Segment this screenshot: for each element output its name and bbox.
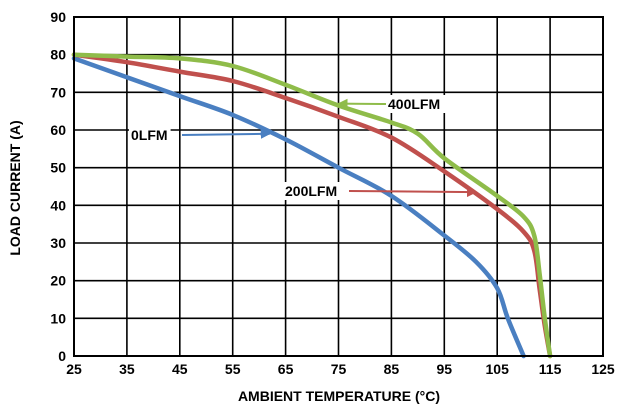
- x-tick-label: 45: [172, 361, 188, 377]
- x-axis-title: AMBIENT TEMPERATURE (°C): [238, 388, 440, 404]
- annotation-label-0lfm: 0LFM: [131, 127, 168, 143]
- x-tick-label: 65: [278, 361, 294, 377]
- annotation-bg: [283, 182, 344, 200]
- annotation-arrow-0lfm: [181, 128, 271, 139]
- y-tick-label: 10: [50, 310, 66, 326]
- x-tick-labels: 25 35 45 55 65 75 85 95 105 115 125: [66, 361, 615, 377]
- x-tick-label: 115: [539, 361, 562, 377]
- x-tick-label: 85: [384, 361, 400, 377]
- plot-frame: [73, 16, 604, 357]
- series-annotations: 0LFM 200LFM 400LFM: [129, 95, 478, 200]
- y-tick-label: 40: [50, 197, 66, 213]
- x-tick-label: 105: [486, 361, 510, 377]
- y-tick-label: 30: [50, 235, 66, 251]
- x-tick-label: 75: [331, 361, 347, 377]
- y-axis-title: LOAD CURRENT (A): [7, 120, 23, 255]
- x-tick-label: 55: [225, 361, 241, 377]
- y-tick-label: 60: [50, 122, 66, 138]
- series-lines: [71, 52, 553, 359]
- annotation-bg: [129, 126, 171, 144]
- y-tick-label: 70: [50, 84, 66, 100]
- y-tick-label: 50: [50, 160, 66, 176]
- annotation-label-400lfm: 400LFM: [388, 96, 440, 112]
- annotation-arrow-200lfm: [348, 187, 478, 198]
- y-tick-label: 0: [58, 348, 66, 364]
- series-line-0lfm: [71, 56, 526, 359]
- y-tick-label: 90: [50, 9, 66, 25]
- x-tick-label: 25: [66, 361, 82, 377]
- y-tick-labels: 0 10 20 30 40 50 60 70 80 90: [50, 9, 66, 364]
- y-tick-label: 20: [50, 273, 66, 289]
- annotation-label-200lfm: 200LFM: [285, 183, 337, 199]
- x-tick-label: 35: [119, 361, 135, 377]
- x-tick-label: 95: [437, 361, 453, 377]
- x-tick-label: 125: [591, 361, 615, 377]
- series-line-400lfm: [71, 52, 553, 359]
- annotation-bg: [386, 95, 447, 113]
- y-tick-label: 80: [50, 47, 66, 63]
